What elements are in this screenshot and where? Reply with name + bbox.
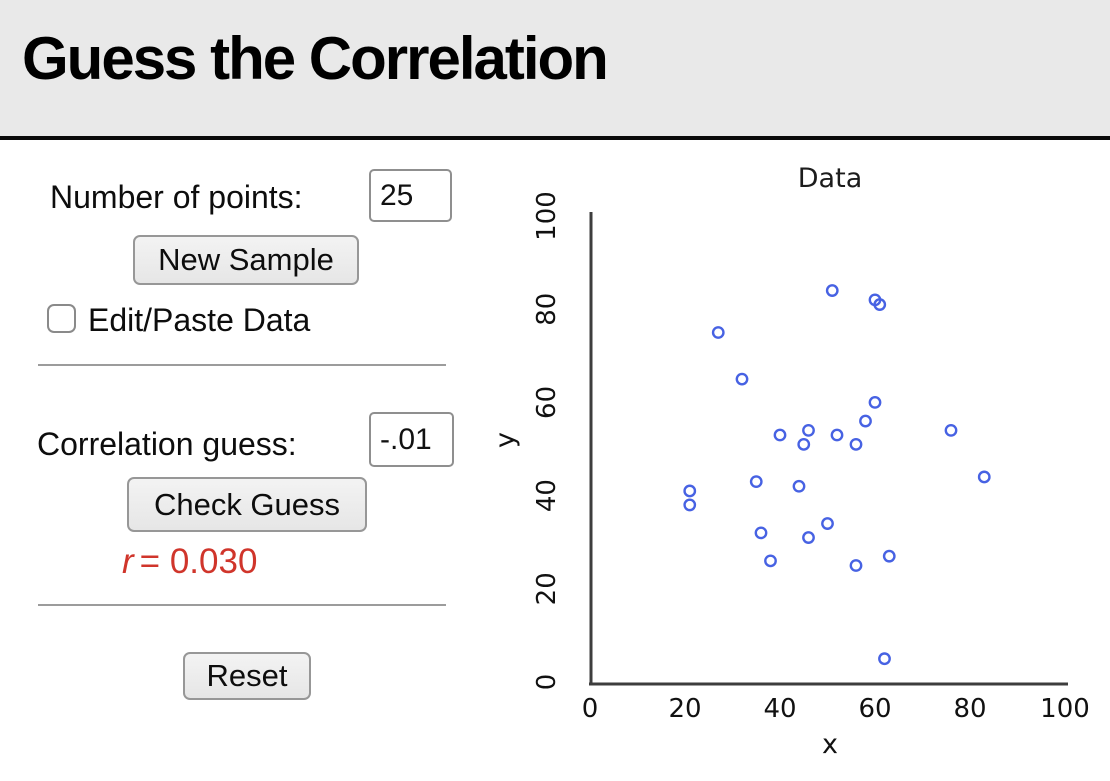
data-point <box>797 437 811 451</box>
number-of-points-input[interactable] <box>369 169 452 222</box>
correlation-guess-label: Correlation guess: <box>37 426 297 462</box>
correlation-result: r = 0.030 <box>122 542 257 582</box>
divider-top <box>38 364 446 366</box>
y-tick-label: 40 <box>532 479 562 512</box>
data-point <box>873 298 887 311</box>
number-of-points-label: Number of points: <box>50 179 303 215</box>
data-point <box>792 479 806 493</box>
data-point <box>830 428 844 442</box>
x-tick-label: 100 <box>1040 694 1090 724</box>
y-tick-label: 0 <box>532 674 562 691</box>
x-axis-label: x <box>822 729 838 760</box>
divider-bottom <box>38 604 446 606</box>
data-point <box>802 531 815 544</box>
y-tick-label: 60 <box>532 386 562 419</box>
r-symbol: r <box>122 542 134 581</box>
correlation-guess-input[interactable] <box>369 412 454 467</box>
data-point <box>849 559 863 572</box>
data-point <box>882 549 896 563</box>
data-point <box>859 414 872 428</box>
data-point <box>825 284 839 297</box>
y-axis-label: y <box>490 432 521 448</box>
data-point <box>944 423 958 437</box>
data-point <box>773 428 787 442</box>
data-point <box>711 326 725 339</box>
data-point <box>868 395 882 409</box>
scatter-plot: Data x y 0 20 40 60 80 100 0 20 40 60 80 100 <box>490 163 1090 760</box>
reset-button[interactable]: Reset <box>183 652 311 700</box>
x-tick-label: 80 <box>953 694 986 724</box>
header: Guess the Correlation <box>0 0 1110 140</box>
y-tick-label: 20 <box>532 572 562 605</box>
new-sample-button[interactable]: New Sample <box>133 235 359 285</box>
x-tick-label: 60 <box>858 694 891 724</box>
x-tick-label: 0 <box>582 694 599 724</box>
data-point <box>749 475 763 489</box>
x-tick-label: 20 <box>668 694 701 724</box>
data-point <box>683 498 697 512</box>
plot-title: Data <box>798 163 862 194</box>
y-tick-label: 100 <box>532 191 562 241</box>
data-point <box>764 554 777 568</box>
scatter-plot-panel: Data x y 0 20 40 60 80 100 0 20 40 60 80 100 <box>490 140 1110 776</box>
edit-paste-label: Edit/Paste Data <box>88 302 311 338</box>
edit-paste-checkbox[interactable] <box>47 304 76 333</box>
y-tick-label: 80 <box>532 293 562 326</box>
check-guess-button[interactable]: Check Guess <box>127 477 367 532</box>
data-point <box>821 517 834 530</box>
data-point <box>683 484 697 498</box>
data-point <box>754 526 768 540</box>
page-title: Guess the Correlation <box>22 25 609 92</box>
data-point <box>802 423 815 437</box>
data-point <box>849 437 863 451</box>
data-point <box>735 372 749 386</box>
data-point <box>977 470 991 484</box>
r-value: = 0.030 <box>139 542 258 581</box>
data-point <box>878 652 891 666</box>
x-tick-label: 40 <box>763 694 796 724</box>
